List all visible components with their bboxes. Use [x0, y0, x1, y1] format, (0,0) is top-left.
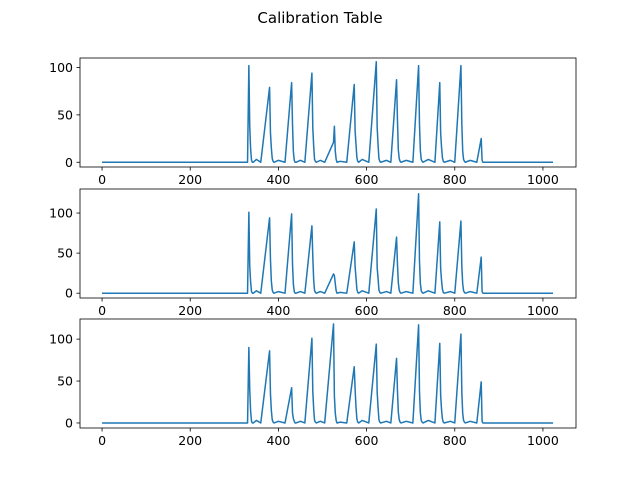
y-tick-label: 0	[65, 155, 73, 170]
y-tick-label: 100	[49, 206, 73, 221]
x-tick-label: 200	[178, 433, 202, 448]
y-tick-label: 50	[57, 107, 73, 122]
axes-frame	[79, 188, 577, 299]
x-tick-label: 1000	[527, 433, 559, 448]
y-tick-label: 50	[57, 246, 73, 261]
x-tick-label: 200	[178, 303, 202, 318]
x-tick-label: 600	[355, 172, 379, 187]
y-tick-label: 50	[57, 374, 73, 389]
y-tick-label: 0	[65, 286, 73, 301]
x-tick-label: 1000	[527, 303, 559, 318]
subplot-1: 0 200 400 600 800 1000 0 50 100	[49, 57, 577, 187]
x-tick-label: 0	[98, 172, 106, 187]
x-tick-label: 200	[178, 172, 202, 187]
x-tick-label: 1000	[527, 172, 559, 187]
subplot-3: 0 200 400 600 800 1000 0 50 100	[49, 318, 577, 448]
x-tick-label: 0	[98, 433, 106, 448]
figure-title: Calibration Table	[257, 9, 382, 27]
x-tick-label: 400	[266, 172, 290, 187]
series-line	[102, 193, 554, 294]
x-tick-label: 800	[443, 172, 467, 187]
x-tick-label: 0	[98, 303, 106, 318]
x-tick-label: 800	[443, 433, 467, 448]
series-line	[102, 323, 554, 424]
x-tick-label: 400	[266, 303, 290, 318]
axes-frame	[79, 57, 577, 168]
subplot-2: 0 200 400 600 800 1000 0 50 100	[49, 188, 577, 318]
x-tick-label: 600	[355, 303, 379, 318]
y-tick-label: 100	[49, 332, 73, 347]
y-tick-label: 0	[65, 415, 73, 430]
x-tick-label: 400	[266, 433, 290, 448]
x-tick-label: 800	[443, 303, 467, 318]
series-line	[102, 61, 554, 164]
y-tick-label: 100	[49, 60, 73, 75]
axes-frame	[79, 318, 577, 429]
x-tick-label: 600	[355, 433, 379, 448]
